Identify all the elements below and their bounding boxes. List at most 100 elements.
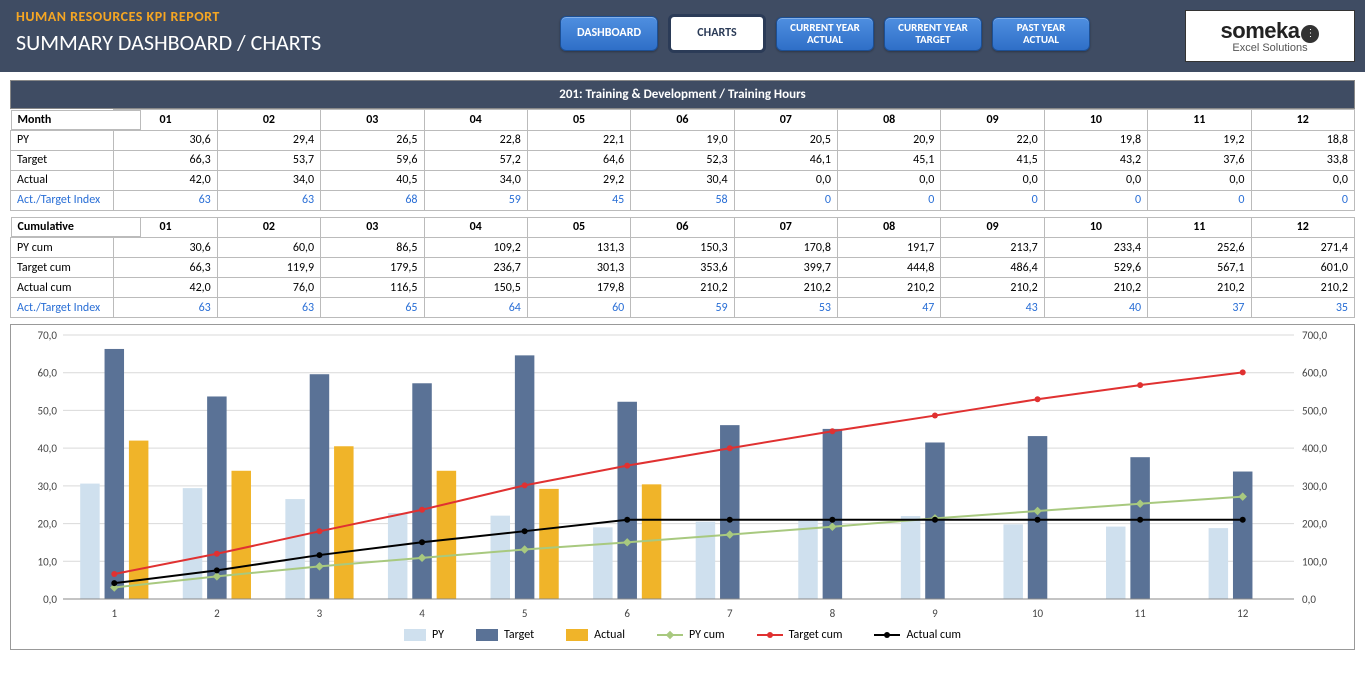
- svg-text:30,0: 30,0: [38, 480, 58, 493]
- report-title: HUMAN RESOURCES KPI REPORT: [16, 8, 321, 25]
- table-cell: 210,2: [631, 278, 734, 298]
- svg-text:6: 6: [624, 607, 630, 620]
- svg-text:50,0: 50,0: [38, 404, 58, 417]
- table-cell: 40,5: [321, 170, 424, 190]
- table-cell: 86,5: [321, 238, 424, 258]
- table-cell: 210,2: [838, 278, 941, 298]
- table-cell: 252,6: [1148, 238, 1251, 258]
- table-cell: 0,0: [734, 170, 837, 190]
- table-cell: 213,7: [941, 238, 1044, 258]
- table-cell: 0: [1251, 190, 1355, 210]
- table-cell: 65: [321, 298, 424, 318]
- table-cell: 42,0: [114, 170, 217, 190]
- table-cell: 76,0: [217, 278, 320, 298]
- table-cell: 37,6: [1148, 150, 1251, 170]
- table-cell: 210,2: [1044, 278, 1147, 298]
- logo-main: someka⋮: [1221, 18, 1320, 44]
- table-cell: 40: [1044, 298, 1147, 318]
- svg-text:9: 9: [932, 607, 938, 620]
- table-cell: 210,2: [941, 278, 1044, 298]
- nav-current-year-target[interactable]: CURRENT YEARTARGET: [884, 17, 982, 51]
- logo-sub: Excel Solutions: [1232, 42, 1307, 54]
- table-cell: 47: [838, 298, 941, 318]
- table-cell: 34,0: [217, 170, 320, 190]
- table-cell: 19,0: [631, 130, 734, 150]
- legend-item: Target cum: [757, 628, 843, 642]
- table-cell: 236,7: [424, 258, 527, 278]
- svg-text:1: 1: [112, 607, 118, 620]
- table-cell: 41,5: [941, 150, 1044, 170]
- dashboard-subtitle: SUMMARY DASHBOARD / CHARTS: [16, 29, 321, 56]
- table-cell: 30,6: [114, 238, 217, 258]
- table-cell: 43,2: [1044, 150, 1147, 170]
- table-cell: 68: [321, 190, 424, 210]
- table-cell: 18,8: [1251, 130, 1355, 150]
- table-cell: 53,7: [217, 150, 320, 170]
- table-cell: 22,1: [527, 130, 630, 150]
- table-cell: 150,3: [631, 238, 734, 258]
- svg-text:4: 4: [419, 607, 425, 620]
- table-cell: 0: [838, 190, 941, 210]
- monthly-table: Month010203040506070809101112PY30,629,42…: [10, 109, 1355, 211]
- table-cell: 301,3: [527, 258, 630, 278]
- table-cell: 53: [734, 298, 837, 318]
- nav-charts[interactable]: CHARTS: [668, 14, 766, 53]
- nav-past-year-actual[interactable]: PAST YEARACTUAL: [992, 17, 1090, 51]
- table-cell: 210,2: [1148, 278, 1251, 298]
- title-block: HUMAN RESOURCES KPI REPORT SUMMARY DASHB…: [0, 0, 337, 72]
- svg-text:10,0: 10,0: [38, 555, 58, 568]
- table-cell: 29,4: [217, 130, 320, 150]
- nav-current-year-actual[interactable]: CURRENT YEARACTUAL: [776, 17, 874, 51]
- table-cell: 191,7: [838, 238, 941, 258]
- table-cell: 66,3: [114, 150, 217, 170]
- svg-text:0,0: 0,0: [43, 593, 57, 606]
- table-cell: 43: [941, 298, 1044, 318]
- table-cell: 52,3: [631, 150, 734, 170]
- table-cell: 60: [527, 298, 630, 318]
- table-cell: 58: [631, 190, 734, 210]
- section-title: 201: Training & Development / Training H…: [10, 80, 1355, 109]
- table-cell: 131,3: [527, 238, 630, 258]
- table-cell: 42,0: [114, 278, 217, 298]
- table-cell: 63: [114, 298, 217, 318]
- svg-text:60,0: 60,0: [38, 367, 58, 380]
- chart-legend: PYTargetActualPY cumTarget cumActual cum: [11, 625, 1354, 647]
- legend-item: PY cum: [657, 628, 725, 642]
- table-cell: 19,2: [1148, 130, 1251, 150]
- table-cell: 150,5: [424, 278, 527, 298]
- table-cell: 233,4: [1044, 238, 1147, 258]
- svg-text:600,0: 600,0: [1302, 367, 1327, 380]
- chart-container: 0,010,020,030,040,050,060,070,00,0100,02…: [10, 324, 1355, 650]
- content: 201: Training & Development / Training H…: [0, 72, 1365, 658]
- table-cell: 37: [1148, 298, 1251, 318]
- table-cell: 0,0: [1044, 170, 1147, 190]
- cumulative-table: Cumulative010203040506070809101112PY cum…: [10, 217, 1355, 319]
- table-cell: 0,0: [838, 170, 941, 190]
- svg-text:10: 10: [1032, 607, 1044, 620]
- table-cell: 26,5: [321, 130, 424, 150]
- svg-text:200,0: 200,0: [1302, 518, 1327, 531]
- table-cell: 271,4: [1251, 238, 1355, 258]
- table-cell: 66,3: [114, 258, 217, 278]
- header-bar: HUMAN RESOURCES KPI REPORT SUMMARY DASHB…: [0, 0, 1365, 72]
- table-cell: 109,2: [424, 238, 527, 258]
- table-cell: 116,5: [321, 278, 424, 298]
- svg-text:400,0: 400,0: [1302, 442, 1327, 455]
- svg-text:100,0: 100,0: [1302, 555, 1327, 568]
- table-cell: 529,6: [1044, 258, 1147, 278]
- table-cell: 20,5: [734, 130, 837, 150]
- svg-text:300,0: 300,0: [1302, 480, 1327, 493]
- svg-text:12: 12: [1237, 607, 1249, 620]
- table-cell: 567,1: [1148, 258, 1251, 278]
- nav-dashboard[interactable]: DASHBOARD: [560, 16, 658, 51]
- table-cell: 20,9: [838, 130, 941, 150]
- svg-text:5: 5: [522, 607, 528, 620]
- table-cell: 63: [114, 190, 217, 210]
- table-cell: 35: [1251, 298, 1355, 318]
- table-cell: 119,9: [217, 258, 320, 278]
- table-cell: 210,2: [734, 278, 837, 298]
- table-cell: 210,2: [1251, 278, 1355, 298]
- table-cell: 64: [424, 298, 527, 318]
- table-cell: 45: [527, 190, 630, 210]
- svg-text:40,0: 40,0: [38, 442, 58, 455]
